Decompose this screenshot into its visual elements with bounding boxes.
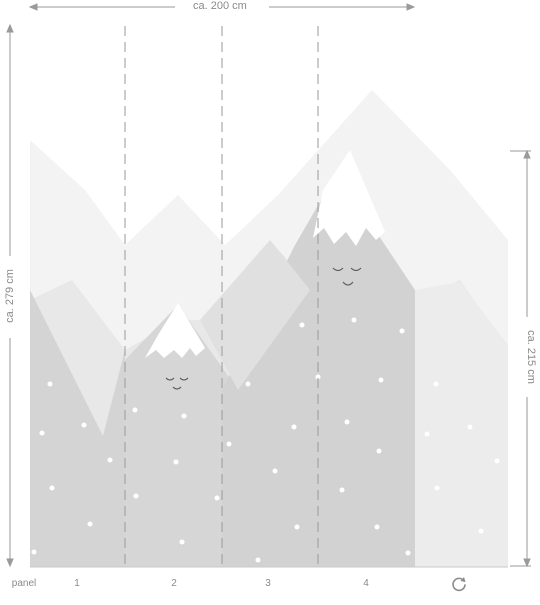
height-dimension bbox=[6, 23, 14, 568]
panel-label-1: 1 bbox=[74, 578, 80, 589]
rotate-button[interactable] bbox=[450, 575, 468, 593]
height-label: ca. 279 cm bbox=[4, 263, 16, 329]
panel-label-4: 4 bbox=[363, 578, 369, 589]
small-snow-cap bbox=[145, 303, 205, 358]
mountain-scene bbox=[30, 26, 508, 567]
center-small-mountain bbox=[125, 305, 238, 567]
panel-dividers bbox=[124, 26, 319, 567]
snowflakes bbox=[31, 317, 500, 563]
right-height-dimension bbox=[510, 149, 531, 568]
width-label: ca. 200 cm bbox=[187, 0, 253, 12]
panel-label-3: 3 bbox=[265, 578, 271, 589]
center-mid-mountain bbox=[200, 240, 310, 390]
big-snow-cap bbox=[313, 150, 385, 246]
left-front-mountain bbox=[30, 290, 125, 567]
right-far-mountain bbox=[415, 282, 508, 567]
rotate-icon bbox=[452, 577, 466, 592]
big-mountain-face bbox=[332, 267, 362, 286]
panel-caption: panel bbox=[11, 578, 37, 589]
big-mountain bbox=[222, 150, 415, 567]
small-mountain-face bbox=[165, 377, 189, 390]
width-dimension bbox=[28, 3, 416, 11]
right-height-label: ca. 215 cm bbox=[525, 324, 537, 390]
panel-label-2: 2 bbox=[171, 578, 177, 589]
